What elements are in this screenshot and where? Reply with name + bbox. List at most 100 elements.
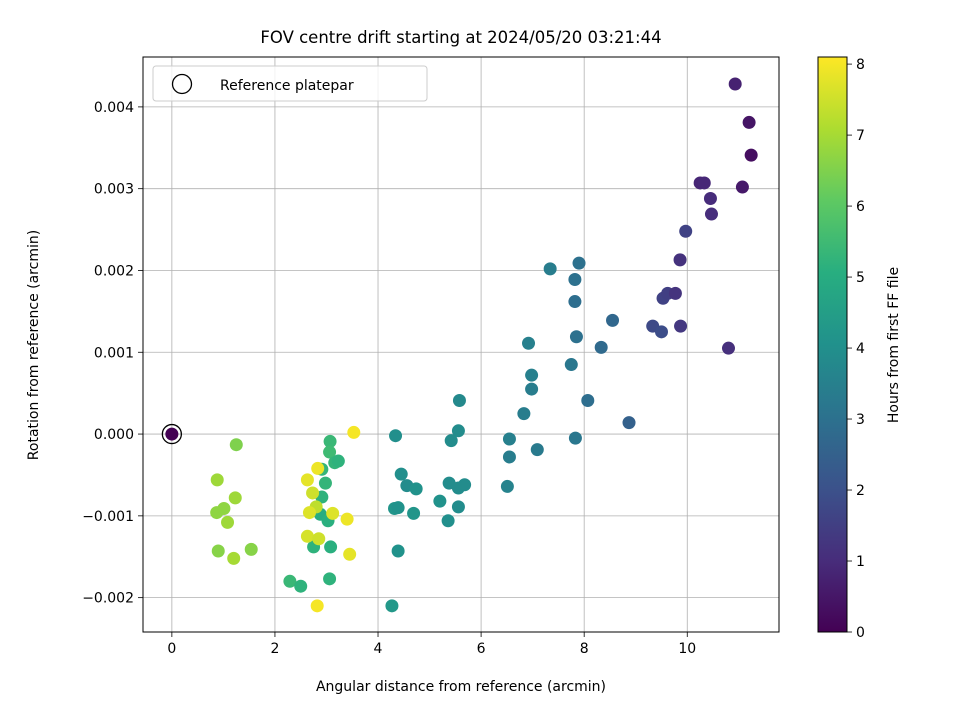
data-point: [283, 574, 297, 588]
x-tick-label: 0: [167, 641, 176, 657]
data-point: [500, 479, 514, 493]
data-point: [228, 491, 242, 505]
data-point: [502, 432, 516, 446]
data-point: [444, 434, 458, 448]
data-point: [211, 544, 225, 558]
data-point: [451, 424, 465, 438]
legend-marker-icon: [171, 73, 193, 95]
data-point: [227, 551, 241, 565]
colorbar-tick-label: 1: [856, 554, 865, 570]
data-point: [312, 532, 326, 546]
data-point: [522, 336, 536, 350]
data-point: [525, 382, 539, 396]
data-point: [543, 262, 557, 276]
data-point: [409, 482, 423, 496]
data-point: [674, 319, 688, 333]
data-point: [244, 542, 258, 556]
x-tick-label: 6: [477, 641, 486, 657]
data-point: [458, 478, 472, 492]
data-point: [302, 506, 316, 520]
x-tick-label: 2: [270, 641, 279, 657]
data-point: [407, 506, 421, 520]
y-tick-label: 0.000: [94, 427, 134, 443]
data-point: [525, 368, 539, 382]
data-point: [385, 599, 399, 613]
data-points: [210, 77, 758, 613]
data-point: [569, 330, 583, 344]
data-point: [668, 286, 682, 300]
data-point: [391, 544, 405, 558]
reference-point: [165, 427, 179, 441]
data-point: [394, 467, 408, 481]
data-point: [622, 416, 636, 430]
y-tick-label: 0.001: [94, 345, 134, 361]
reference-marker: [161, 423, 183, 445]
data-point: [721, 341, 735, 355]
data-point: [452, 394, 466, 408]
chart-title: FOV centre drift starting at 2024/05/20 …: [260, 28, 661, 47]
data-point: [744, 148, 758, 162]
y-tick-label: 0.002: [94, 263, 134, 279]
data-point: [530, 443, 544, 457]
legend: Reference platepar: [152, 65, 428, 102]
plot-frame: [142, 56, 780, 633]
colorbar-tick-label: 6: [856, 199, 865, 215]
data-point: [324, 540, 338, 554]
data-point: [300, 473, 314, 487]
colorbar-label: Hours from first FF file: [886, 267, 902, 423]
colorbar-tick-label: 0: [856, 625, 865, 641]
data-point: [229, 438, 243, 452]
data-point: [300, 529, 314, 543]
data-point: [451, 500, 465, 514]
data-point: [306, 486, 320, 500]
data-point: [606, 313, 620, 327]
data-point: [221, 515, 235, 529]
data-point: [323, 434, 337, 448]
data-point: [389, 429, 403, 443]
data-point: [318, 476, 332, 490]
data-point: [433, 494, 447, 508]
data-point: [594, 340, 608, 354]
grid-lines: [143, 57, 779, 632]
reference-ring: [161, 423, 183, 445]
colorbar-tick-label: 8: [856, 57, 865, 73]
data-point: [568, 431, 582, 445]
data-point: [311, 461, 325, 475]
y-tick-label: 0.003: [94, 182, 134, 198]
colorbar: [817, 56, 848, 633]
x-tick-label: 10: [678, 641, 696, 657]
data-point: [564, 358, 578, 372]
data-point: [581, 394, 595, 408]
data-point: [323, 572, 337, 586]
data-point: [728, 77, 742, 91]
colorbar-ticks: 0 1 2 3 4 5 6 7 8: [847, 57, 865, 641]
legend-label: Reference platepar: [220, 78, 354, 94]
data-point: [703, 192, 717, 206]
y-tick-label: −0.002: [82, 591, 134, 607]
data-point: [310, 599, 324, 613]
data-point: [343, 547, 357, 561]
data-point: [323, 445, 337, 459]
data-point: [735, 180, 749, 194]
x-tick-label: 4: [374, 641, 383, 657]
data-point: [704, 207, 718, 221]
legend-box: [152, 65, 428, 102]
data-point: [502, 450, 516, 464]
colorbar-tick-label: 3: [856, 412, 865, 428]
data-point: [391, 501, 405, 515]
data-point: [294, 579, 308, 593]
colorbar-tick-label: 7: [856, 128, 865, 144]
x-axis-label: Angular distance from reference (arcmin): [316, 679, 606, 695]
data-point: [673, 253, 687, 267]
data-point: [517, 407, 531, 421]
x-tick-label: 8: [580, 641, 589, 657]
data-point: [331, 454, 345, 468]
data-point: [210, 473, 224, 487]
data-point: [340, 512, 354, 526]
data-point: [326, 506, 340, 520]
data-point: [654, 325, 668, 339]
data-point: [742, 115, 756, 129]
data-point: [572, 256, 586, 270]
data-point: [347, 425, 361, 439]
